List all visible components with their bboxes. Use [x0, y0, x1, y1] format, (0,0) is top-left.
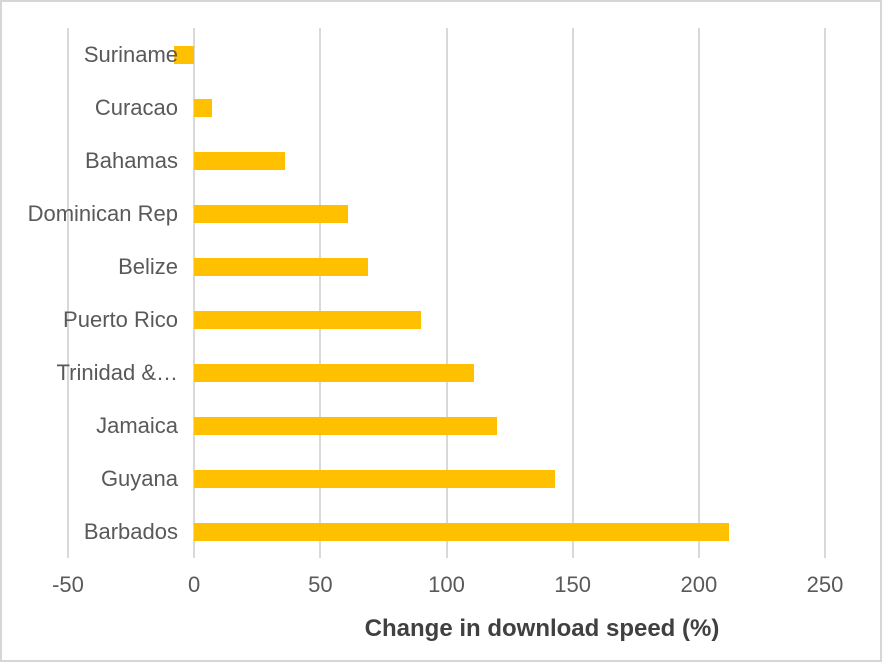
category-label: Trinidad &…	[56, 359, 178, 385]
gridline	[697, 28, 700, 558]
category-label: Puerto Rico	[63, 306, 178, 332]
x-tick-label: 250	[806, 572, 844, 597]
category-label: Dominican Rep	[27, 200, 178, 226]
bar-dominican-rep	[194, 204, 349, 223]
plot-area	[67, 28, 826, 558]
gridline	[824, 28, 826, 558]
x-tick-label: 100	[428, 572, 465, 597]
gridline	[193, 28, 196, 558]
category-label: Suriname	[83, 41, 178, 67]
bar-bahamas	[194, 151, 285, 170]
bar-jamaica	[194, 416, 497, 435]
category-label: Jamaica	[96, 412, 178, 438]
category-label: Guyana	[100, 465, 178, 491]
bar-puerto-rico	[194, 310, 422, 329]
bar-curacao	[194, 98, 212, 117]
category-label: Bahamas	[85, 147, 178, 173]
category-label: Belize	[118, 253, 178, 279]
gridline	[319, 28, 322, 558]
x-tick-label: 150	[554, 572, 592, 597]
x-tick-label: 0	[188, 572, 201, 597]
bar-trinidad	[194, 363, 475, 382]
x-tick-label: 50	[308, 572, 333, 597]
x-tick-label: -50	[52, 572, 84, 597]
x-tick-label: 200	[680, 572, 718, 597]
bar-belize	[194, 257, 369, 276]
bar-suriname	[173, 45, 195, 64]
gridline	[67, 28, 69, 558]
x-axis-title: Change in download speed (%)	[364, 615, 720, 642]
gridline	[571, 28, 574, 558]
category-label: Barbados	[83, 518, 178, 544]
bar-guyana	[194, 469, 555, 488]
gridline	[445, 28, 448, 558]
category-label: Curacao	[94, 94, 178, 120]
bar-barbados	[194, 522, 730, 541]
